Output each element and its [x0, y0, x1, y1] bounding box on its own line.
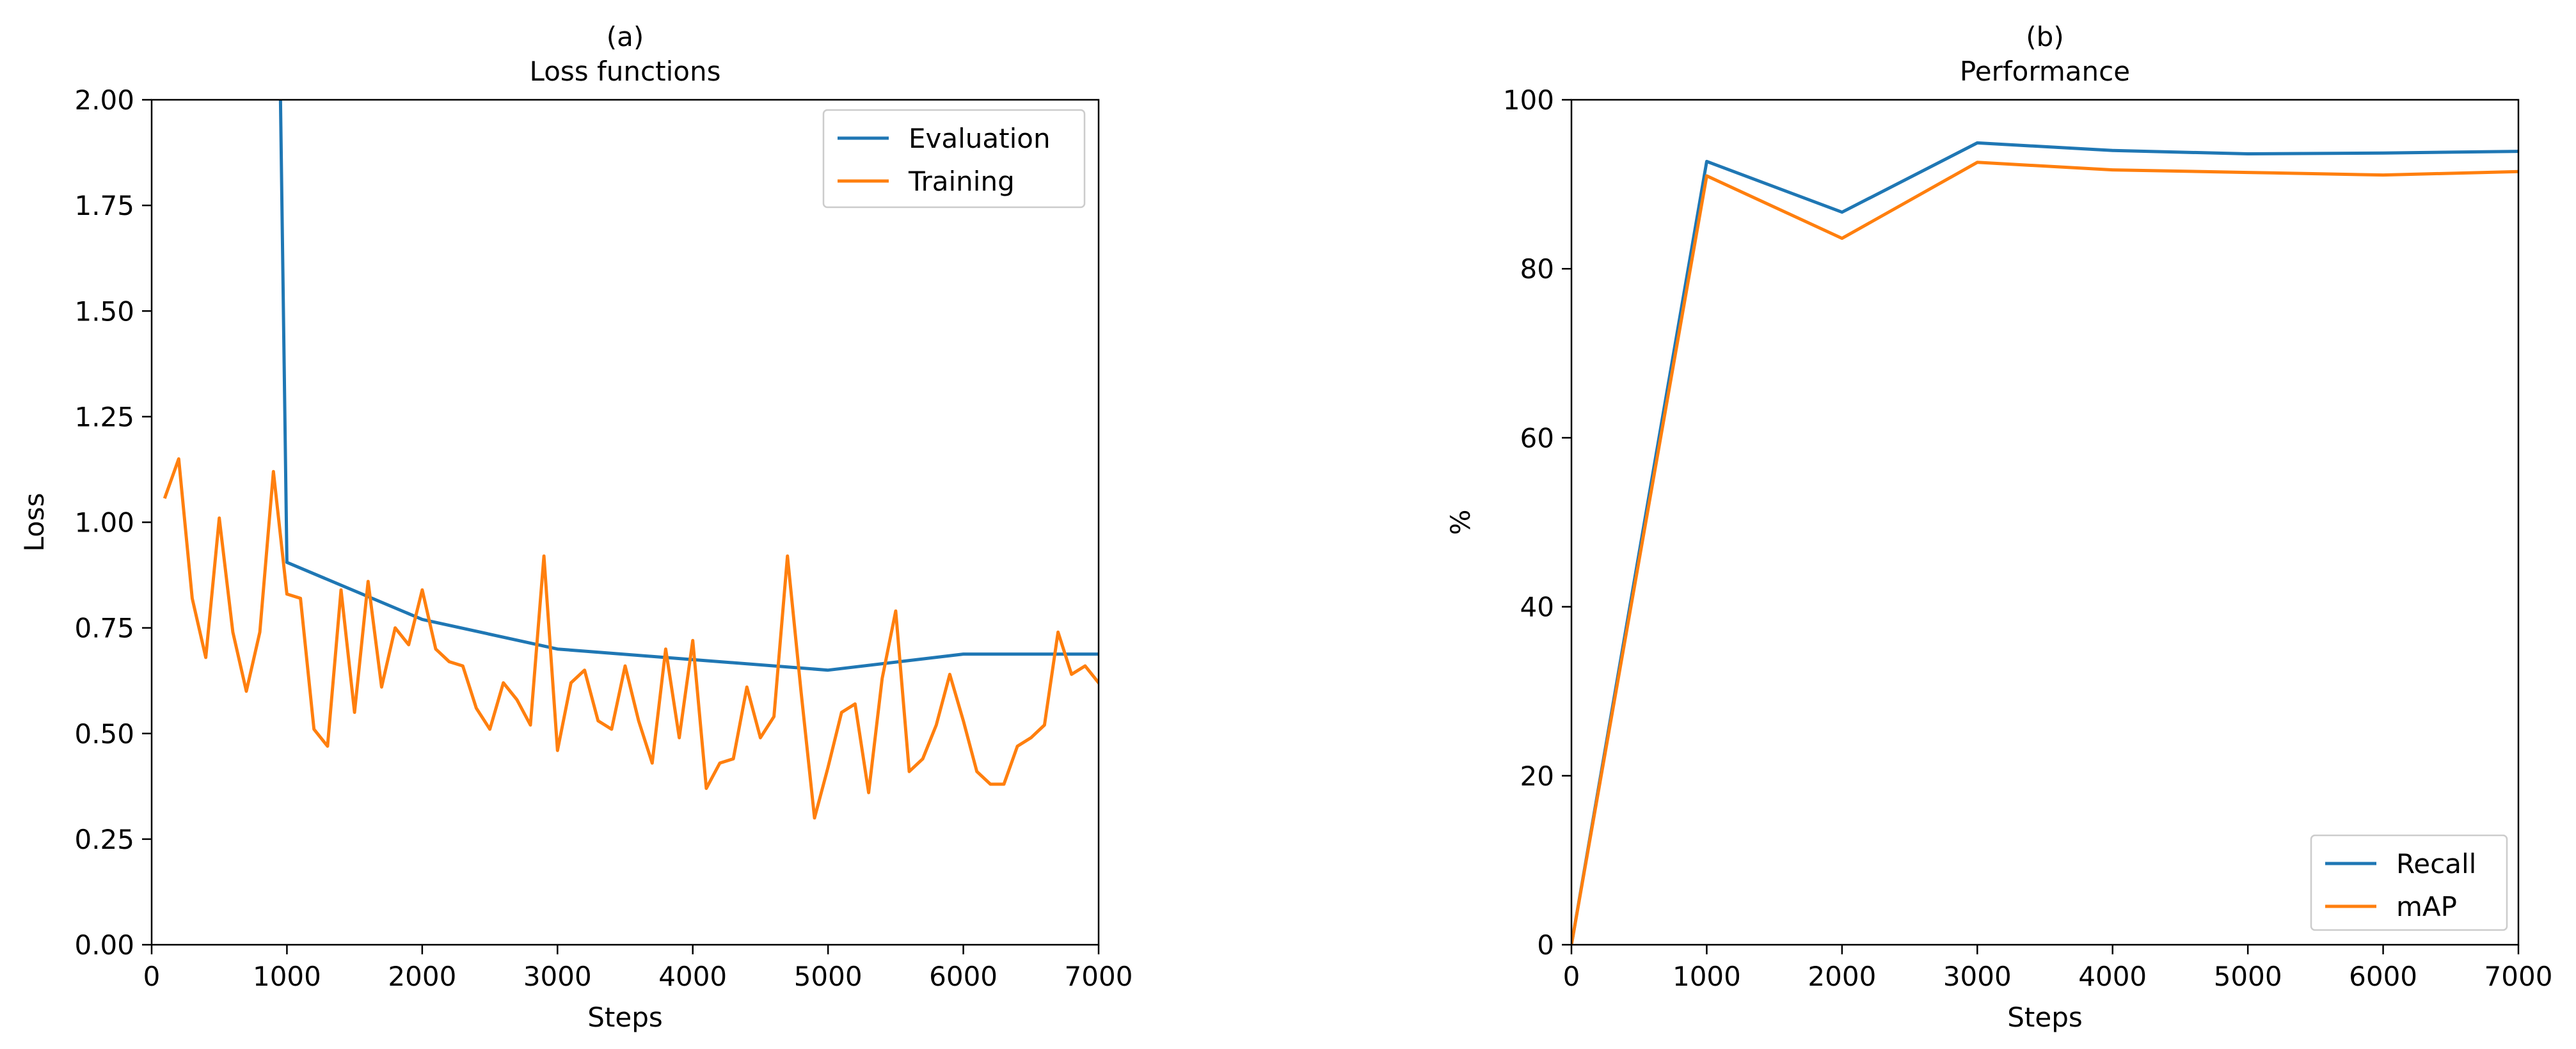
x-axis-label: Steps	[2007, 1002, 2083, 1033]
x-tick-label: 4000	[2078, 961, 2147, 992]
y-tick-label: 1.00	[74, 507, 134, 539]
panel-label: (b)	[2026, 21, 2063, 52]
x-tick-label: 7000	[1065, 961, 1133, 992]
series-line-evaluation	[278, 100, 1099, 672]
y-tick-label: 0.50	[74, 718, 134, 750]
series-line-recall	[1571, 141, 2518, 945]
series-group	[163, 100, 1099, 820]
legend-label: Evaluation	[909, 123, 1051, 154]
legend-label: Training	[908, 166, 1015, 197]
x-tick-label: 3000	[1943, 961, 2012, 992]
x-tick-label: 3000	[523, 961, 592, 992]
y-axis-label: Loss	[19, 493, 50, 551]
x-tick-label: 0	[1563, 961, 1580, 992]
y-tick-label: 80	[1520, 253, 1554, 285]
y-tick-label: 0.00	[74, 929, 134, 961]
series-line-training	[163, 457, 1099, 820]
legend-label: Recall	[2396, 848, 2476, 879]
y-tick-label: 1.25	[74, 401, 134, 432]
y-tick-label: 0.25	[74, 824, 134, 855]
series-line-map	[1571, 161, 2518, 945]
legend-label: mAP	[2396, 891, 2457, 922]
x-tick-label: 6000	[929, 961, 998, 992]
y-tick-label: 1.75	[74, 190, 134, 221]
series-group	[1571, 141, 2518, 945]
y-tick-label: 20	[1520, 761, 1554, 792]
x-tick-label: 1000	[253, 961, 321, 992]
x-tick-label: 2000	[1808, 961, 1876, 992]
legend-box	[822, 109, 1086, 209]
chart-title: Performance	[1960, 56, 2130, 87]
panel-label: (a)	[607, 21, 644, 52]
plot-frame	[150, 99, 1100, 946]
x-tick-label: 5000	[2214, 961, 2282, 992]
x-axis-label: Steps	[587, 1002, 663, 1033]
y-tick-label: 1.50	[74, 296, 134, 327]
x-tick-label: 5000	[794, 961, 863, 992]
plot-frame	[1570, 99, 2520, 946]
x-tick-label: 2000	[388, 961, 456, 992]
chart-title: Loss functions	[530, 56, 721, 87]
y-tick-label: 100	[1503, 84, 1554, 116]
y-axis-label: %	[1445, 510, 1476, 535]
y-tick-label: 60	[1520, 422, 1554, 454]
y-tick-label: 0	[1537, 929, 1554, 961]
x-tick-label: 7000	[2485, 961, 2553, 992]
x-tick-label: 6000	[2349, 961, 2417, 992]
y-tick-label: 0.75	[74, 613, 134, 644]
x-tick-label: 0	[143, 961, 161, 992]
y-tick-label: 2.00	[74, 84, 134, 116]
loss-chart-panel: (a) Loss functions 0 1000 2000 3000 4000 5000 60…	[19, 21, 1133, 1033]
x-tick-label: 4000	[658, 961, 727, 992]
y-tick-label: 40	[1520, 592, 1554, 623]
x-tick-label: 1000	[1673, 961, 1741, 992]
